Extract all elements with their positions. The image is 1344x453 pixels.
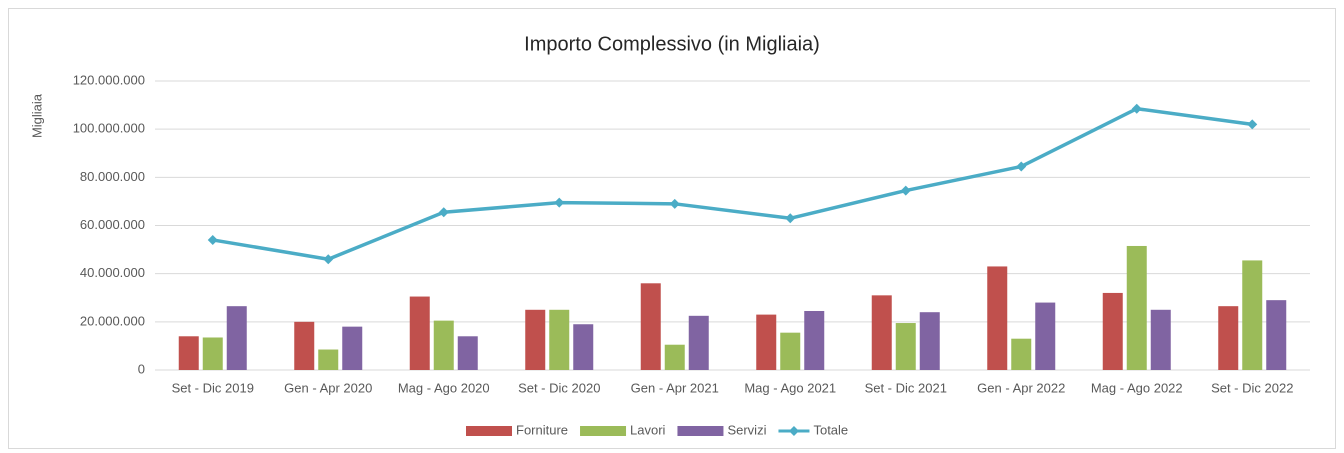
legend-label: Servizi (727, 422, 766, 437)
bar (871, 295, 892, 370)
legend-label: Totale (813, 422, 848, 437)
bar (294, 321, 315, 370)
bar (342, 326, 363, 370)
line-marker (785, 213, 796, 224)
x-tick-label: Mag - Ago 2020 (398, 380, 490, 395)
bar (640, 283, 661, 370)
bar (1218, 306, 1239, 370)
bar (919, 312, 940, 370)
bar (987, 266, 1008, 370)
bar (756, 314, 777, 370)
bar (409, 296, 430, 370)
x-tick-label: Mag - Ago 2022 (1091, 380, 1183, 395)
bar (804, 310, 825, 370)
x-tick-label: Gen - Apr 2021 (631, 380, 719, 395)
legend-swatch (466, 426, 512, 436)
line-marker (554, 197, 565, 208)
y-tick-label: 100.000.000 (73, 121, 145, 136)
line-marker (1016, 161, 1027, 172)
bar (1266, 300, 1287, 370)
y-tick-label: 0 (138, 361, 145, 376)
y-axis-label: Migliaia (29, 93, 44, 138)
bar (895, 323, 916, 370)
chart-title: Importo Complessivo (in Migliaia) (524, 33, 820, 55)
bar (457, 336, 478, 370)
bar (525, 309, 546, 370)
chart-border (8, 8, 1336, 449)
x-tick-label: Gen - Apr 2022 (977, 380, 1065, 395)
bar (202, 337, 223, 370)
bar (433, 320, 454, 370)
bar (549, 309, 570, 370)
y-tick-label: 80.000.000 (80, 169, 145, 184)
x-tick-label: Mag - Ago 2021 (744, 380, 836, 395)
bar (1150, 309, 1171, 370)
bar (226, 306, 247, 370)
bar (178, 336, 199, 370)
y-tick-label: 120.000.000 (73, 72, 145, 87)
line-marker (207, 234, 218, 245)
bar (688, 315, 709, 370)
bar (1011, 338, 1032, 370)
bar (573, 324, 594, 370)
y-tick-label: 60.000.000 (80, 217, 145, 232)
legend-label: Lavori (630, 422, 666, 437)
x-tick-label: Gen - Apr 2020 (284, 380, 372, 395)
x-tick-label: Set - Dic 2021 (865, 380, 947, 395)
bar (1126, 245, 1147, 370)
x-tick-label: Set - Dic 2020 (518, 380, 600, 395)
line-marker (900, 185, 911, 196)
line-marker (1247, 119, 1258, 130)
bar (780, 332, 801, 370)
line-marker (323, 254, 334, 265)
legend-swatch (580, 426, 627, 436)
y-tick-label: 40.000.000 (80, 265, 145, 280)
legend-marker (788, 426, 799, 436)
x-tick-label: Set - Dic 2022 (1211, 380, 1293, 395)
line-marker (669, 198, 680, 209)
bar (1102, 292, 1123, 370)
legend-label: Forniture (516, 422, 568, 437)
bar (1035, 302, 1056, 370)
line-marker (438, 207, 449, 218)
line-marker (1131, 103, 1142, 114)
bar (664, 344, 685, 370)
x-tick-label: Set - Dic 2019 (172, 380, 254, 395)
bar (318, 349, 339, 370)
line (212, 106, 1253, 261)
legend-swatch (677, 426, 724, 436)
y-tick-label: 20.000.000 (80, 313, 145, 328)
bar (1242, 260, 1263, 370)
